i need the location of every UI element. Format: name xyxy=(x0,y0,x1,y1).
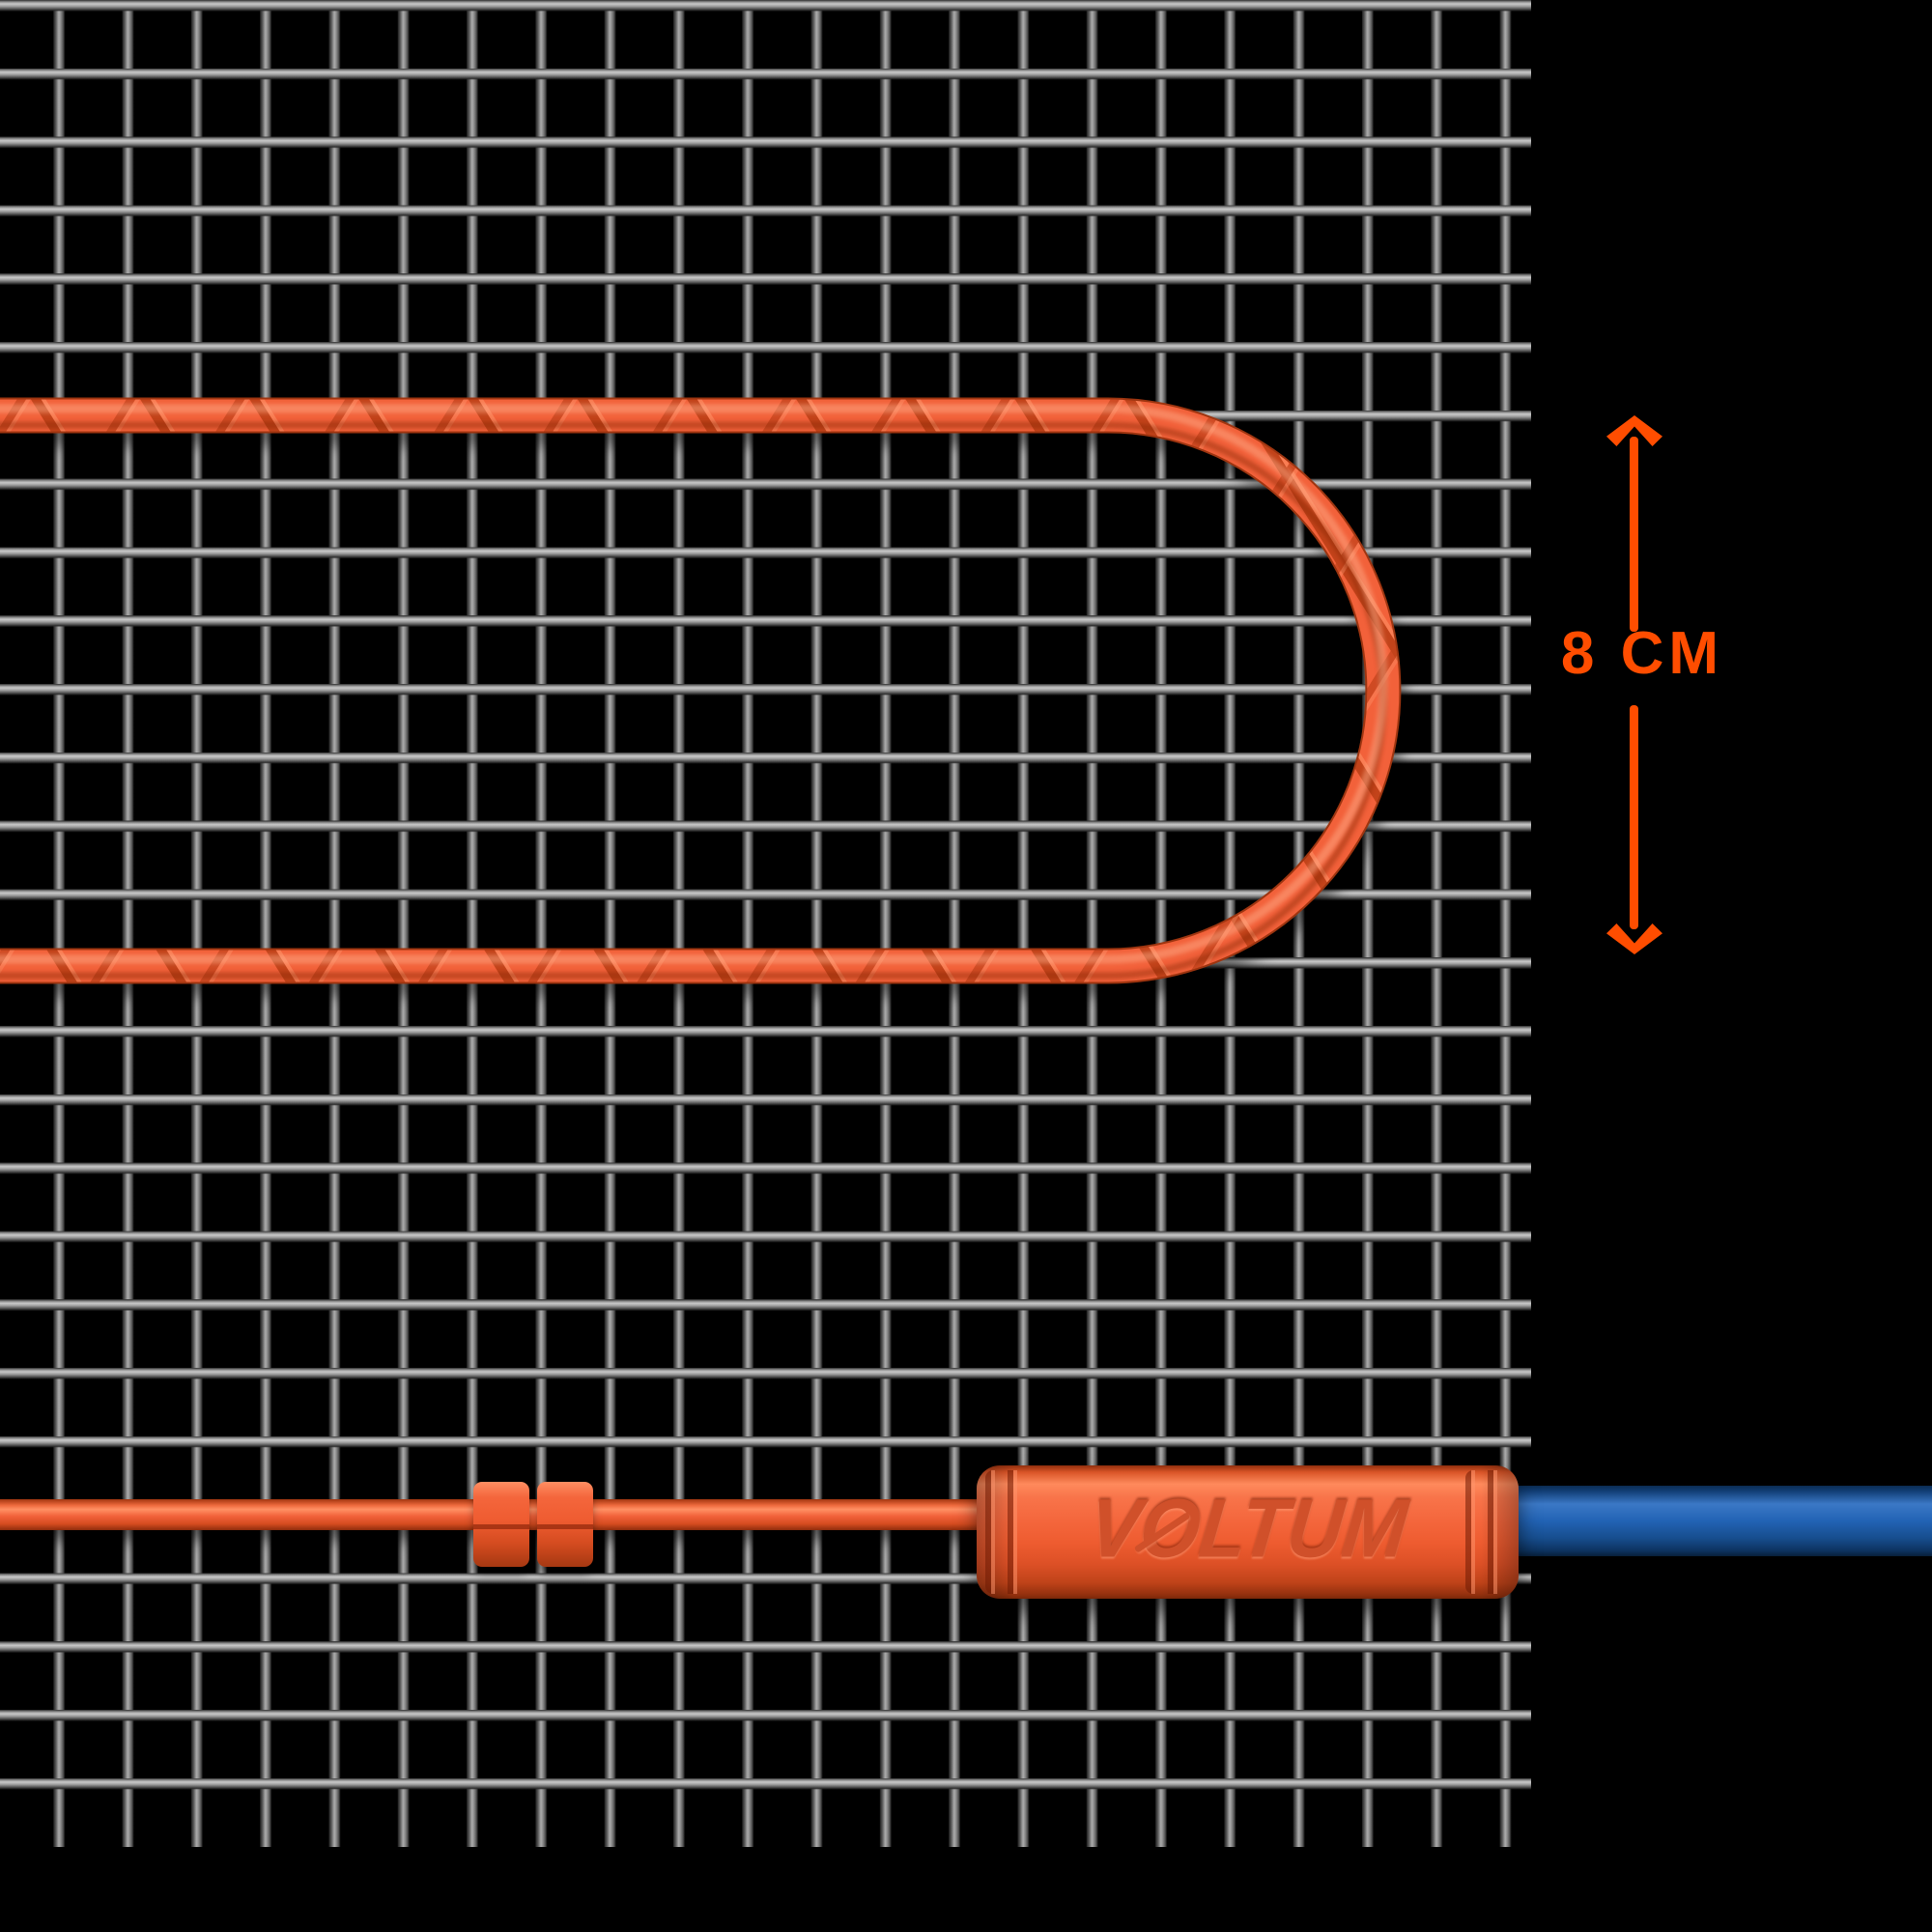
power-cord xyxy=(1502,1486,1932,1556)
heating-cable-shadow xyxy=(0,412,1406,997)
arrow-up-shaft xyxy=(1630,437,1638,632)
brand-text: VOLTUM xyxy=(1084,1482,1411,1576)
connector-ridges-right xyxy=(1465,1470,1510,1594)
heating-cable-outline xyxy=(0,397,1402,984)
spacing-label: 8 CM xyxy=(1560,620,1724,687)
heating-cable-cross-wrap xyxy=(0,399,1400,982)
arrow-down-shaft xyxy=(1630,705,1638,929)
cable-clip-left xyxy=(473,1482,529,1567)
heating-cable-body xyxy=(0,399,1400,982)
voltum-connector: VOLTUM xyxy=(977,1465,1519,1599)
cable-clip-right xyxy=(537,1482,593,1567)
heating-cable-bottom-shade xyxy=(0,421,1387,980)
heating-cable-sheen xyxy=(0,404,1388,964)
connector-ridges-left xyxy=(985,1470,1030,1594)
